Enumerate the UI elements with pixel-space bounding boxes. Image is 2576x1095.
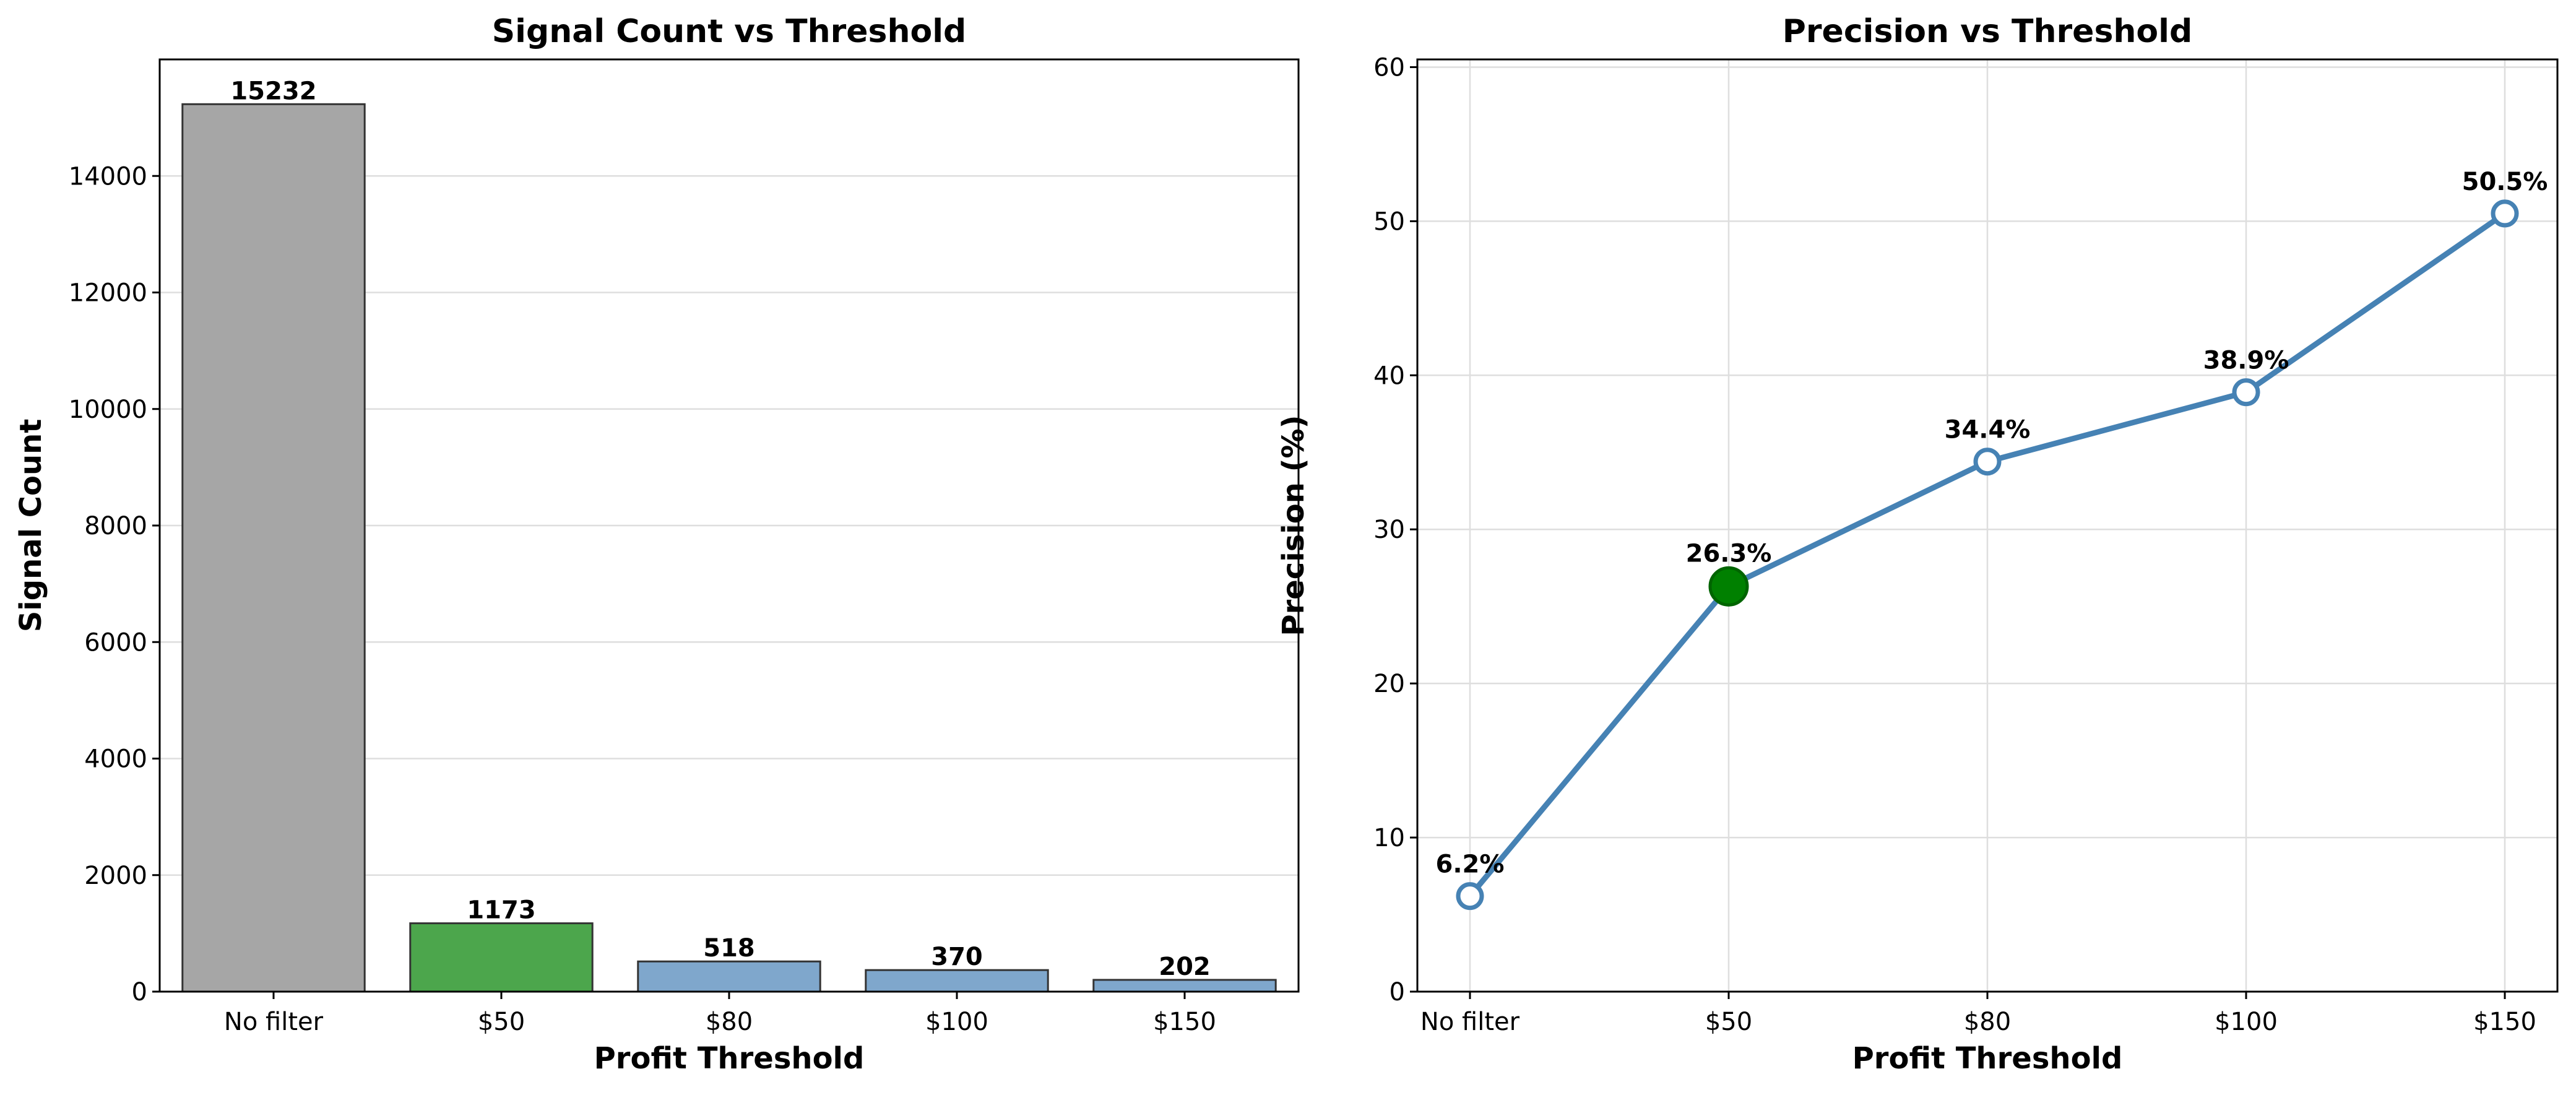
y-tick-label: 40 — [1373, 361, 1405, 390]
x-axis-ticks: No filter $50 $80 $100 $150 — [224, 992, 1216, 1036]
y-tick-label: 60 — [1373, 53, 1405, 82]
data-point — [2232, 378, 2260, 407]
bar-0 — [181, 103, 366, 993]
data-labels: 6.2% 26.3% 34.4% 38.9% 50.5% — [1436, 168, 2548, 879]
y-tick-label: 2000 — [84, 862, 147, 890]
data-label: 1173 — [467, 896, 535, 925]
points — [1456, 199, 2519, 911]
data-labels: 15232 1173 518 370 202 — [230, 77, 1210, 981]
x-axis-label: Profit Threshold — [1852, 1041, 2123, 1076]
y-axis-ticks: 0 10 20 30 40 50 60 — [1373, 53, 1417, 1006]
highlight-point — [1708, 566, 1749, 607]
bar-3 — [865, 969, 1049, 993]
data-label: 202 — [1159, 953, 1211, 981]
y-axis-label: Signal Count — [14, 419, 48, 633]
y-tick-label: 20 — [1373, 670, 1405, 698]
x-tick-label: $80 — [1964, 1008, 2011, 1036]
data-label: 26.3% — [1686, 539, 1772, 568]
y-tick-label: 10000 — [69, 396, 147, 424]
x-tick-label: $150 — [1153, 1008, 1216, 1036]
data-label: 518 — [703, 934, 755, 963]
x-tick-label: $50 — [1705, 1008, 1752, 1036]
chart-title: Precision vs Threshold — [1783, 13, 2192, 50]
x-tick-label: $80 — [706, 1008, 753, 1036]
y-axis-label: Precision (%) — [1276, 415, 1311, 636]
x-tick-label: No filter — [224, 1008, 324, 1036]
grid — [1417, 59, 2557, 992]
x-axis-ticks: No filter $50 $80 $100 $150 — [1420, 992, 2536, 1036]
y-tick-label: 50 — [1373, 207, 1405, 236]
data-point — [1973, 448, 2002, 476]
data-label: 50.5% — [2462, 168, 2548, 196]
x-tick-label: $100 — [2215, 1008, 2278, 1036]
data-label: 34.4% — [1945, 416, 2031, 444]
data-label: 370 — [931, 943, 983, 971]
y-tick-label: 14000 — [69, 162, 147, 191]
x-tick-label: No filter — [1420, 1008, 1520, 1036]
chart-title: Signal Count vs Threshold — [492, 13, 967, 50]
y-tick-label: 12000 — [69, 279, 147, 308]
precision-line-chart: 0 10 20 30 40 50 60 No filter $50 $80 $100 $150 6.… — [1276, 13, 2559, 1076]
y-tick-label: 8000 — [84, 512, 147, 540]
data-label: 38.9% — [2203, 347, 2289, 375]
bar-2 — [637, 960, 821, 993]
y-tick-label: 0 — [1390, 978, 1405, 1006]
bar-4 — [1092, 979, 1277, 993]
x-tick-label: $50 — [478, 1008, 525, 1036]
x-tick-label: $100 — [925, 1008, 988, 1036]
data-point — [1456, 882, 1484, 911]
bars — [181, 103, 1277, 993]
signal-count-bar-chart: 0 2000 4000 6000 8000 10000 12000 14000 No filt… — [14, 13, 1300, 1076]
x-tick-label: $150 — [2473, 1008, 2536, 1036]
y-tick-label: 30 — [1373, 516, 1405, 544]
y-tick-label: 4000 — [84, 745, 147, 774]
y-tick-label: 10 — [1373, 824, 1405, 852]
data-label: 6.2% — [1436, 850, 1505, 879]
y-axis-ticks: 0 2000 4000 6000 8000 10000 12000 14000 — [69, 162, 160, 1006]
data-label: 15232 — [230, 77, 316, 105]
y-tick-label: 6000 — [84, 628, 147, 657]
data-point — [2491, 199, 2519, 228]
x-axis-label: Profit Threshold — [594, 1041, 865, 1076]
y-tick-label: 0 — [132, 978, 147, 1006]
bar-1 — [409, 922, 594, 993]
